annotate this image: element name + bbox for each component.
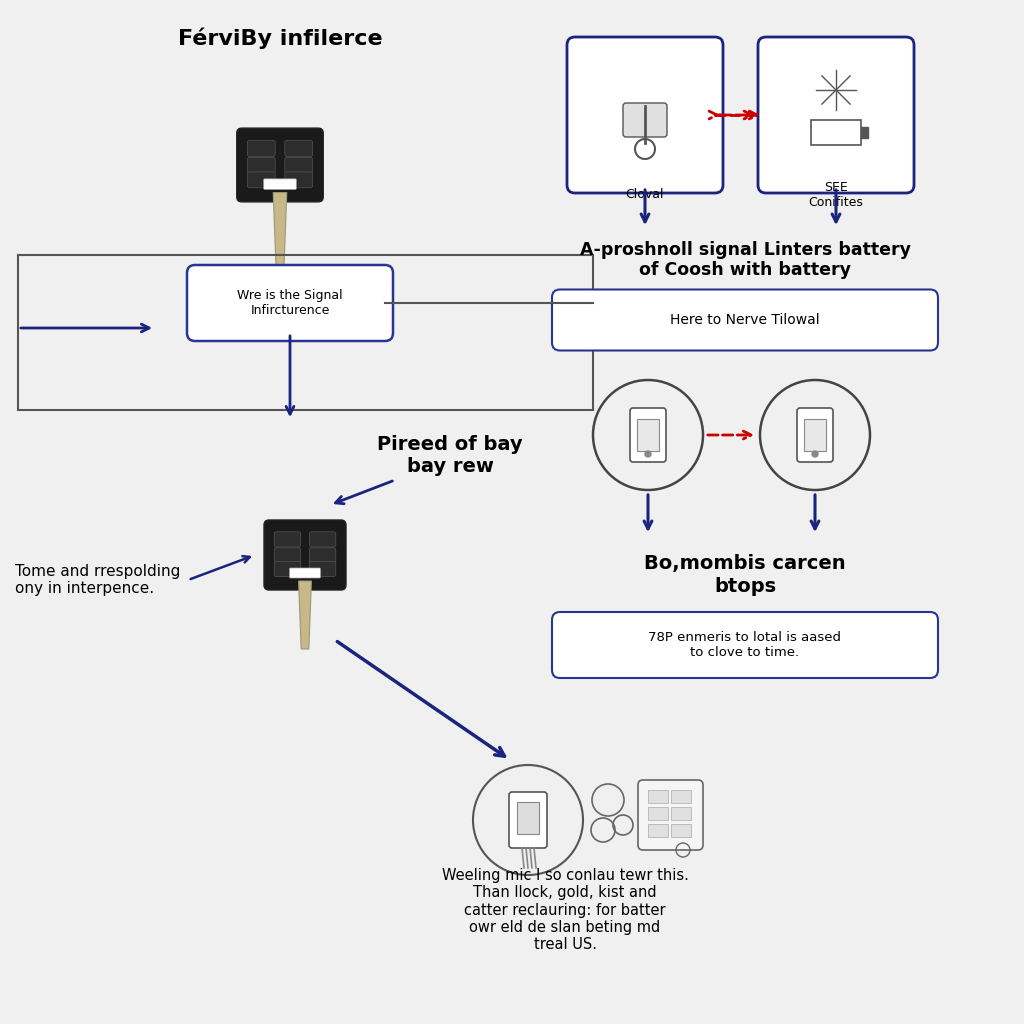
FancyBboxPatch shape <box>637 419 659 451</box>
FancyBboxPatch shape <box>804 419 826 451</box>
FancyBboxPatch shape <box>567 37 723 193</box>
FancyBboxPatch shape <box>509 792 547 848</box>
FancyBboxPatch shape <box>285 172 312 187</box>
FancyBboxPatch shape <box>264 520 346 590</box>
FancyBboxPatch shape <box>274 531 301 547</box>
FancyBboxPatch shape <box>648 790 668 803</box>
FancyBboxPatch shape <box>797 408 833 462</box>
FancyBboxPatch shape <box>309 548 336 563</box>
FancyBboxPatch shape <box>648 807 668 820</box>
FancyBboxPatch shape <box>274 561 301 577</box>
FancyBboxPatch shape <box>861 127 868 138</box>
FancyBboxPatch shape <box>290 568 321 578</box>
Text: Bo,mombis carcen
btops: Bo,mombis carcen btops <box>644 555 846 596</box>
FancyBboxPatch shape <box>630 408 666 462</box>
FancyBboxPatch shape <box>638 780 703 850</box>
FancyBboxPatch shape <box>811 120 861 145</box>
FancyBboxPatch shape <box>623 103 667 137</box>
FancyBboxPatch shape <box>552 612 938 678</box>
FancyBboxPatch shape <box>264 179 296 189</box>
FancyBboxPatch shape <box>758 37 914 193</box>
FancyBboxPatch shape <box>671 824 691 837</box>
Polygon shape <box>273 193 287 265</box>
FancyBboxPatch shape <box>309 561 336 577</box>
FancyBboxPatch shape <box>237 128 324 202</box>
Text: Weeling mic I so conlau tewr this.
Than llock, gold, kist and
catter reclauring:: Weeling mic I so conlau tewr this. Than … <box>441 867 688 952</box>
FancyBboxPatch shape <box>648 824 668 837</box>
Text: FérviBy infilerce: FérviBy infilerce <box>178 28 382 49</box>
FancyBboxPatch shape <box>517 802 539 834</box>
FancyBboxPatch shape <box>248 158 275 173</box>
Text: Tome and rrespolding
ony in interpence.: Tome and rrespolding ony in interpence. <box>15 564 180 596</box>
Text: Pireed of bay
bay rew: Pireed of bay bay rew <box>377 434 523 475</box>
FancyBboxPatch shape <box>248 140 275 157</box>
FancyBboxPatch shape <box>552 290 938 350</box>
Bar <box>18 255 593 410</box>
Circle shape <box>645 451 651 457</box>
FancyBboxPatch shape <box>671 790 691 803</box>
Text: 78P enmeris to lotal is aased
to clove to time.: 78P enmeris to lotal is aased to clove t… <box>648 631 842 659</box>
Text: A-proshnoll signal Linters battery
of Coosh with battery: A-proshnoll signal Linters battery of Co… <box>580 241 910 280</box>
FancyBboxPatch shape <box>285 140 312 157</box>
FancyBboxPatch shape <box>248 172 275 187</box>
Text: SEE
Conifites: SEE Conifites <box>809 181 863 209</box>
Text: Cloval: Cloval <box>626 188 665 202</box>
FancyBboxPatch shape <box>285 158 312 173</box>
FancyBboxPatch shape <box>309 531 336 547</box>
Text: Here to Nerve Tilowal: Here to Nerve Tilowal <box>670 313 820 327</box>
Text: Wre is the Signal
Infircturence: Wre is the Signal Infircturence <box>238 289 343 317</box>
FancyBboxPatch shape <box>274 548 301 563</box>
Circle shape <box>812 451 818 457</box>
FancyBboxPatch shape <box>187 265 393 341</box>
FancyBboxPatch shape <box>671 807 691 820</box>
Polygon shape <box>299 581 311 649</box>
